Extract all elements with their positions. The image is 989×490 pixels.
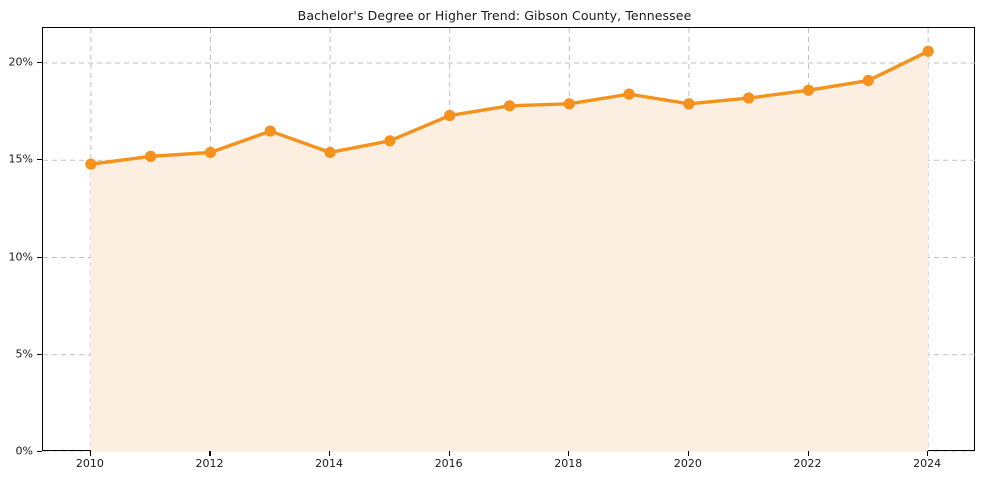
y-axis: 0% 5% 10% 15% 20%: [0, 0, 33, 490]
chart-svg: 2010: 14.8% 2011: 15.2% 2012: 15.4% 2013: 1…: [43, 28, 976, 452]
data-point-marker: 2024: 20.6%: [922, 45, 934, 57]
y-tick-label: 10%: [8, 250, 33, 263]
x-tick-mark: [807, 451, 809, 456]
data-point-marker: 2010: 14.8%: [85, 158, 97, 170]
data-point-marker: 2016: 17.3%: [444, 109, 456, 122]
data-markers: 2010: 14.8% 2011: 15.2% 2012: 15.4% 2013: 1…: [85, 45, 934, 170]
data-point-marker: 2021: 18.2%: [743, 92, 755, 104]
y-tick-label: 15%: [8, 152, 33, 166]
x-tick-label: 2020: [673, 457, 702, 470]
area-fill: [90, 51, 929, 452]
x-tick-mark: [687, 451, 690, 456]
area-fill-path: [90, 51, 929, 452]
x-tick-label: 2022: [793, 457, 822, 470]
data-point-marker: 2019: 18.4%: [623, 88, 635, 100]
y-tick-mark: [37, 451, 42, 453]
x-tick-label: 2012: [195, 457, 224, 470]
plot-area: 2010: 14.8% 2011: 15.2% 2012: 15.4% 2013: 1…: [42, 27, 976, 452]
x-tick-mark: [209, 451, 211, 456]
data-point-marker: 2012: 15.4%: [204, 146, 217, 159]
x-tick-mark: [568, 451, 570, 456]
y-tick-label: 5%: [15, 347, 33, 361]
data-point-marker: 2018: 17.9%: [563, 98, 575, 110]
x-tick-mark: [329, 451, 331, 456]
data-point-marker: 2011: 15.2%: [145, 150, 157, 162]
x-tick-mark: [448, 451, 450, 456]
data-point-marker: 2015: 16%: [384, 135, 396, 147]
y-tick-mark: [37, 353, 42, 355]
x-tick-label: 2024: [913, 457, 942, 470]
data-point-marker: 2022: 18.6%: [802, 84, 815, 96]
x-tick-mark: [927, 451, 929, 456]
data-point-marker: 2013: 16.5%: [264, 125, 276, 137]
y-tick-label: 0%: [15, 444, 33, 458]
data-point-marker: 2014: 15.4%: [324, 146, 336, 159]
chart-title: Bachelor's Degree or Higher Trend: Gibso…: [297, 8, 692, 23]
data-point-marker: 2023: 19.1%: [862, 74, 874, 87]
x-tick-label: 2018: [554, 457, 583, 470]
y-tick-mark: [37, 256, 42, 258]
x-tick-label: 2010: [75, 457, 104, 470]
data-point-marker: 2020: 17.9%: [683, 98, 695, 110]
y-tick-mark: [37, 159, 42, 161]
y-tick-mark: [37, 62, 42, 64]
data-point-marker: 2017: 17.8%: [503, 100, 516, 112]
x-tick-mark: [89, 451, 92, 456]
x-tick-label: 2014: [315, 457, 344, 470]
y-tick-label: 20%: [8, 55, 33, 69]
x-tick-label: 2016: [434, 457, 463, 470]
